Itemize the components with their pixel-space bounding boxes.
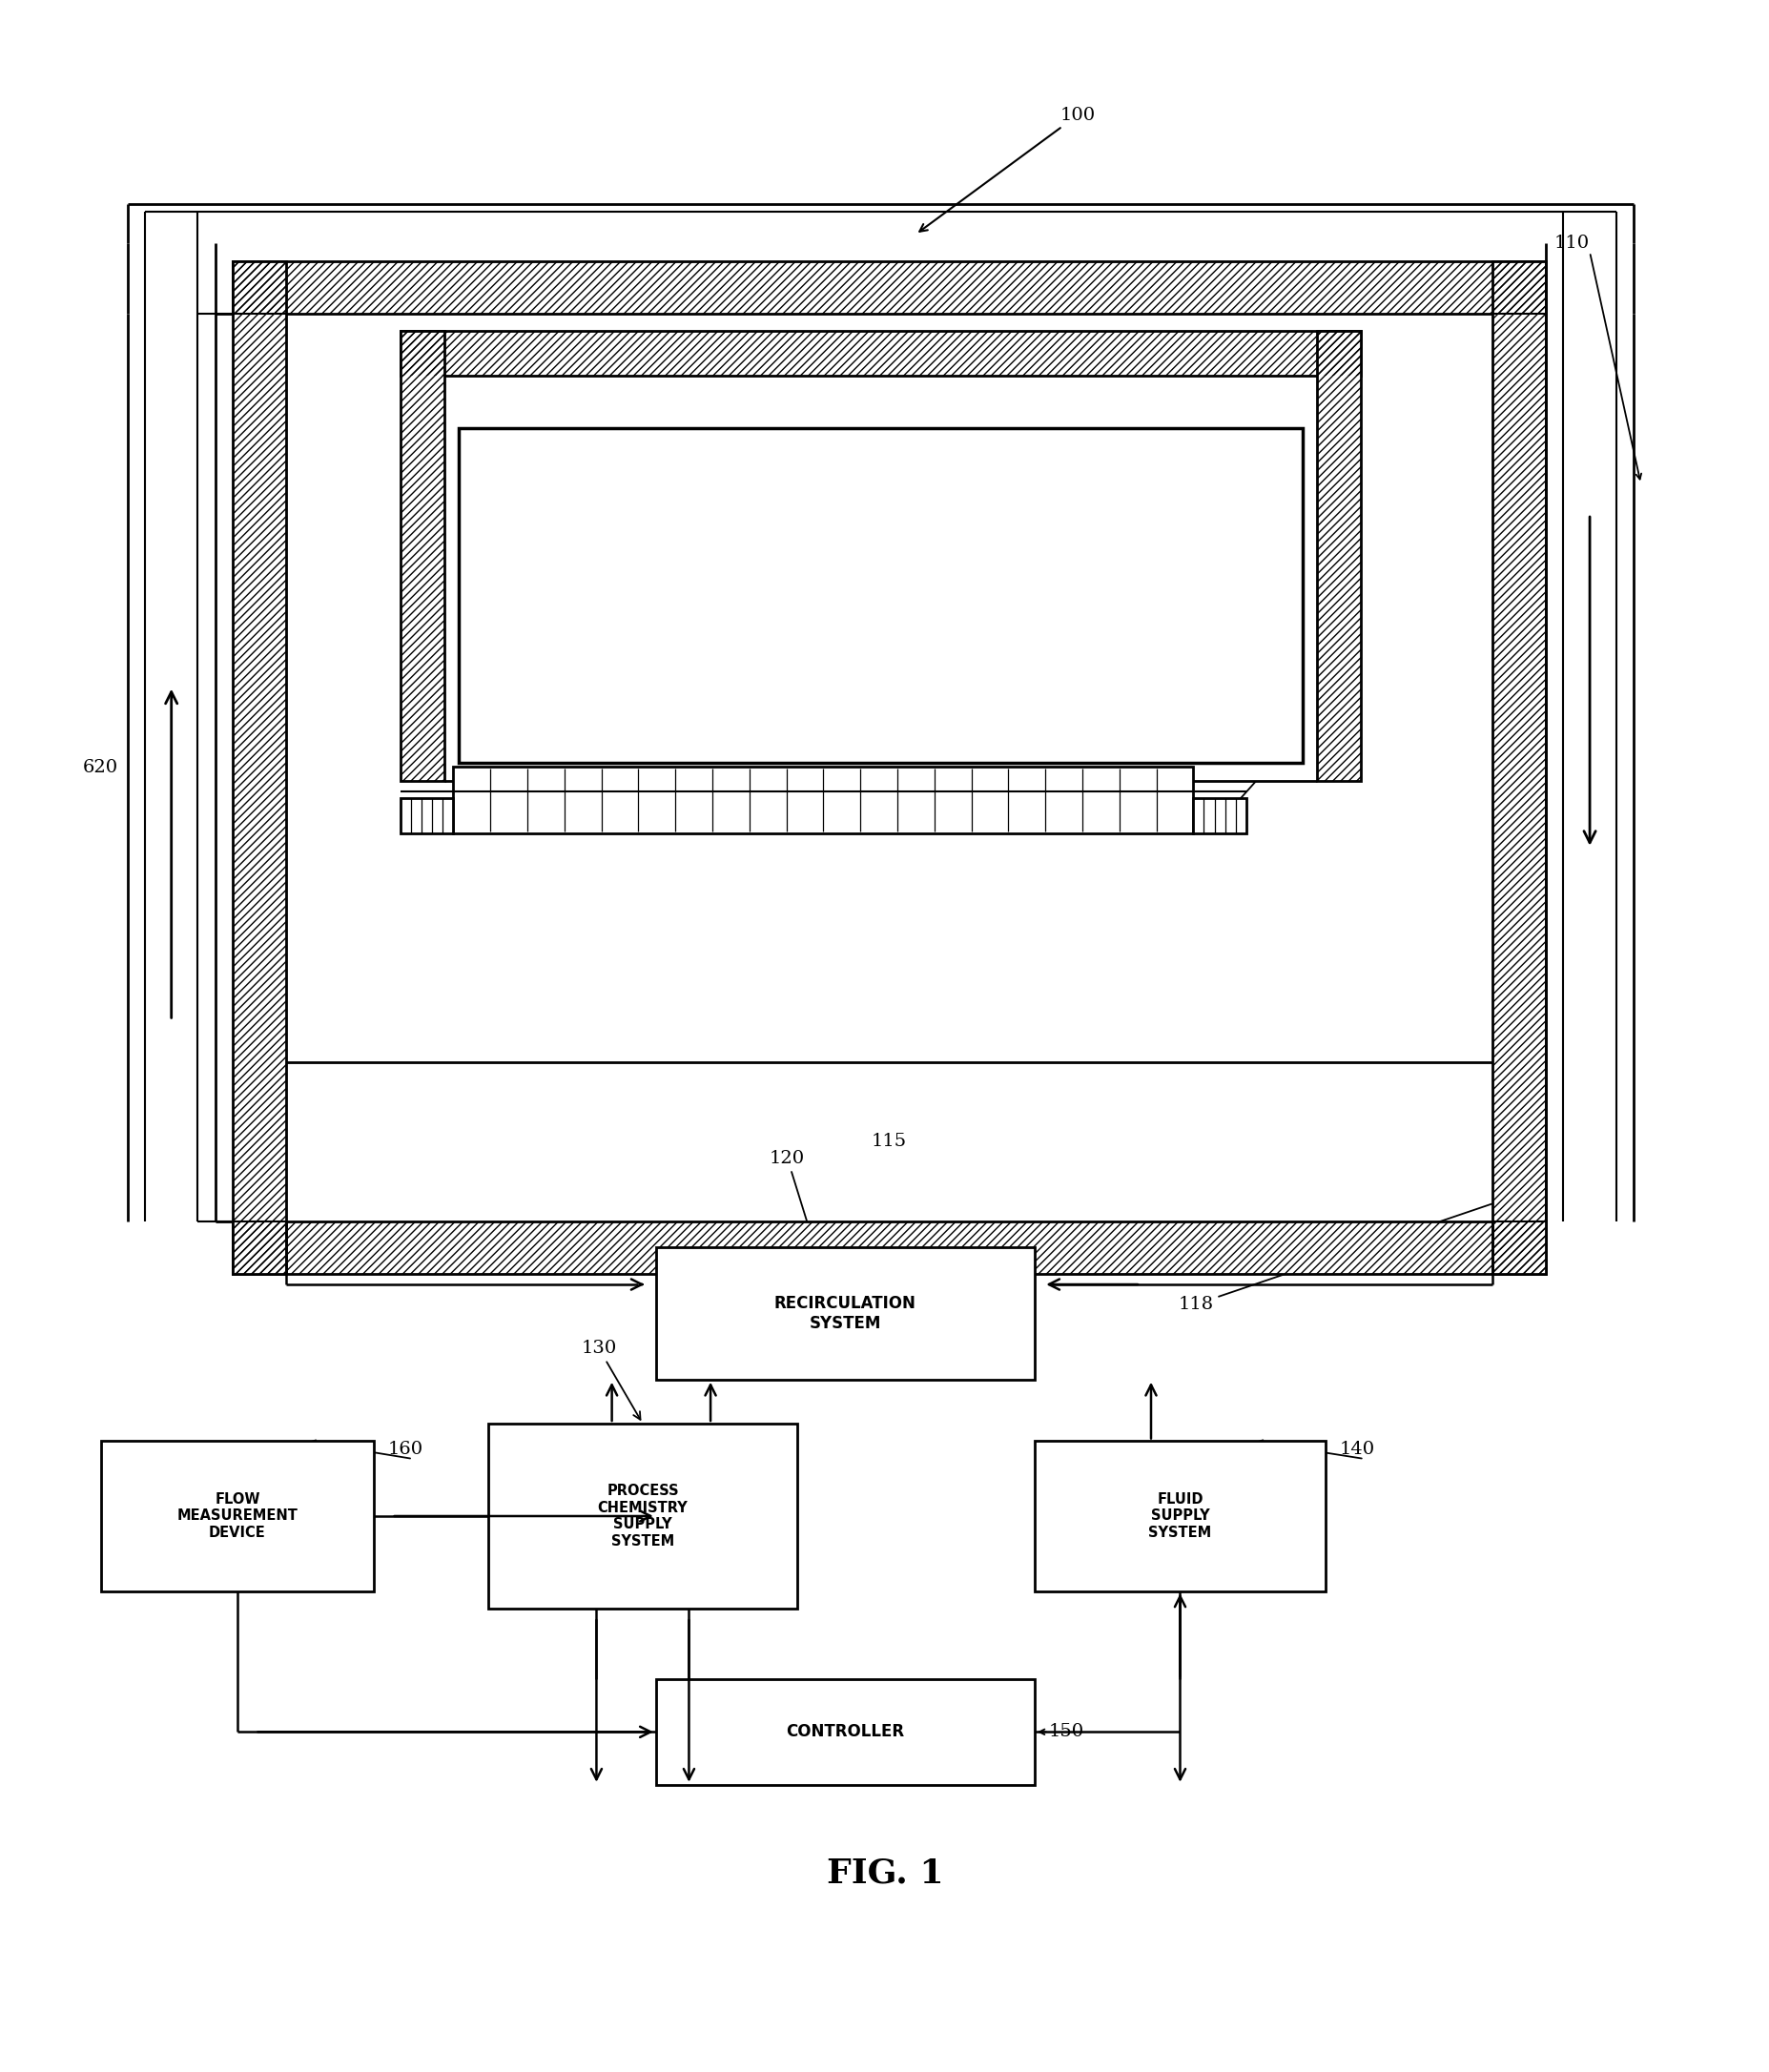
Bar: [234, 261, 1544, 313]
Bar: [1316, 332, 1360, 781]
Text: PROCESS
CHEMISTRY
SUPPLY
SYSTEM: PROCESS CHEMISTRY SUPPLY SYSTEM: [598, 1484, 688, 1548]
Text: FLUID
SUPPLY
SYSTEM: FLUID SUPPLY SYSTEM: [1148, 1492, 1212, 1539]
Bar: [1491, 261, 1544, 1274]
Bar: [1035, 1442, 1325, 1591]
Text: 160: 160: [387, 1442, 423, 1459]
Bar: [400, 332, 1360, 375]
Bar: [453, 767, 1192, 833]
Text: 118: 118: [1178, 1196, 1514, 1314]
Text: FIG. 1: FIG. 1: [826, 1857, 943, 1890]
Bar: [1491, 261, 1544, 1274]
Text: RECIRCULATION
SYSTEM: RECIRCULATION SYSTEM: [773, 1295, 916, 1332]
Text: 140: 140: [1339, 1442, 1375, 1459]
Bar: [458, 429, 1302, 762]
Bar: [1316, 332, 1360, 781]
Bar: [656, 1678, 1035, 1784]
Text: 620: 620: [83, 758, 119, 775]
Bar: [234, 1220, 1544, 1274]
Text: 105: 105: [639, 673, 761, 765]
Text: FLOW
MEASUREMENT
DEVICE: FLOW MEASUREMENT DEVICE: [177, 1492, 297, 1539]
Bar: [234, 261, 1544, 313]
Text: 120: 120: [770, 1150, 814, 1243]
Bar: [1192, 798, 1245, 833]
Text: 150: 150: [1049, 1724, 1084, 1740]
Bar: [234, 261, 287, 1274]
Text: 110: 110: [1553, 234, 1589, 253]
Text: 115: 115: [870, 1133, 906, 1150]
Bar: [234, 261, 287, 1274]
Bar: [400, 332, 444, 781]
Bar: [234, 1220, 1544, 1274]
Text: CONTROLLER: CONTROLLER: [785, 1724, 904, 1740]
Text: 116: 116: [1228, 715, 1325, 812]
Bar: [287, 313, 1491, 1220]
Bar: [400, 332, 1360, 375]
Bar: [444, 375, 1316, 781]
Bar: [400, 332, 444, 781]
Text: 130: 130: [580, 1341, 640, 1419]
Bar: [400, 798, 453, 833]
Text: 112: 112: [543, 537, 578, 553]
Bar: [488, 1423, 796, 1608]
Bar: [656, 1247, 1035, 1380]
Text: 114: 114: [573, 404, 609, 421]
Bar: [101, 1442, 373, 1591]
Text: 100: 100: [920, 106, 1095, 232]
